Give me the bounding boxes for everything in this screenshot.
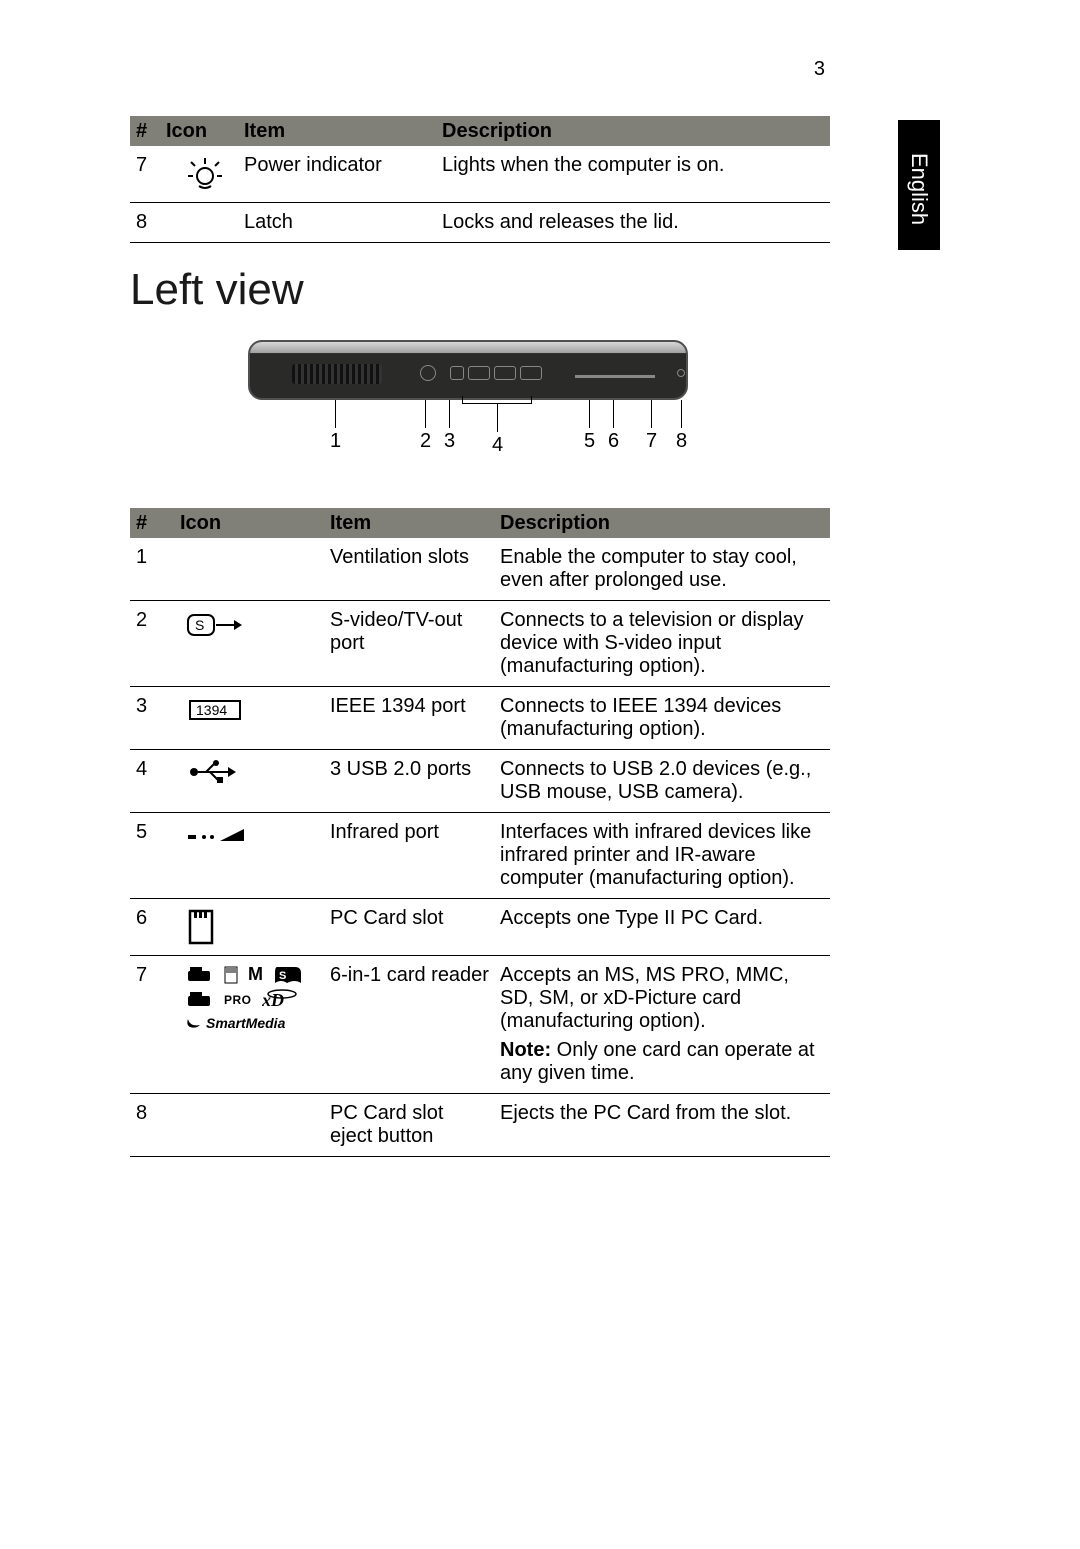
row-item: 6-in-1 card reader	[330, 964, 500, 987]
callout-7: 7	[646, 430, 657, 453]
row-num: 5	[130, 821, 180, 844]
callout-1: 1	[330, 430, 341, 453]
row-item: IEEE 1394 port	[330, 695, 500, 718]
table1-header-row: # Icon Item Description	[130, 116, 830, 146]
mmc-icon	[224, 966, 238, 984]
row-desc: Accepts an MS, MS PRO, MMC, SD, SM, or x…	[500, 964, 830, 1085]
row-item: 3 USB 2.0 ports	[330, 758, 500, 781]
row-item: Infrared port	[330, 821, 500, 844]
row-num: 2	[130, 609, 180, 632]
row-num: 8	[130, 1102, 180, 1125]
callout-4: 4	[492, 434, 503, 457]
device-body	[248, 340, 688, 400]
smartmedia-label: SmartMedia	[206, 1015, 285, 1031]
language-tab: English	[898, 120, 940, 250]
table-row: 6 PC Card slot Accepts one Type II PC Ca…	[130, 899, 830, 956]
header-icon: Icon	[166, 120, 244, 143]
usb-icon	[180, 758, 330, 786]
svideo-icon: S	[180, 609, 330, 641]
table-row: 8 Latch Locks and releases the lid.	[130, 203, 830, 243]
row-desc: Ejects the PC Card from the slot.	[500, 1102, 830, 1125]
header-hash: #	[130, 120, 166, 143]
smartmedia-icon: SmartMedia	[186, 1015, 285, 1031]
header-item: Item	[330, 512, 500, 535]
row-num: 3	[130, 695, 180, 718]
table-row: 3 1394 IEEE 1394 port Connects to IEEE 1…	[130, 687, 830, 750]
row-item: Latch	[244, 211, 442, 234]
row-desc: Connects to a television or display devi…	[500, 609, 830, 678]
callout-3: 3	[444, 430, 455, 453]
callout-labels: 1 2 3 4 5 6 7 8	[248, 400, 688, 460]
desc-note: Note: Only one card can operate at any g…	[500, 1039, 826, 1085]
header-icon: Icon	[180, 512, 330, 535]
table-row: 8 PC Card slot eject button Ejects the P…	[130, 1094, 830, 1157]
callout-8: 8	[676, 430, 687, 453]
svg-text:1394: 1394	[196, 702, 227, 718]
svg-text:S: S	[279, 970, 286, 982]
main-table: # Icon Item Description 1 Ventilation sl…	[130, 508, 830, 1157]
cardreader-icons: M S PRO xD SmartMedia	[180, 964, 330, 1031]
table-row: 2 S S-video/TV-out port Connects to a te…	[130, 601, 830, 687]
xd-icon: xD	[262, 989, 302, 1011]
sd-icon: S	[273, 965, 303, 985]
vent-icon	[292, 364, 382, 384]
callout-5: 5	[584, 430, 595, 453]
row-desc: Accepts one Type II PC Card.	[500, 907, 830, 930]
table-row: 7 M S PRO xD SmartMedia 6-in-1 card read…	[130, 956, 830, 1094]
memorystick-pro-icon	[186, 990, 214, 1010]
row-desc: Connects to IEEE 1394 devices (manufactu…	[500, 695, 830, 741]
table-row: 7 Power indicator Lights when the comput…	[130, 146, 830, 203]
row-num: 7	[130, 964, 180, 987]
power-icon	[166, 154, 244, 194]
memorystick-icon	[186, 965, 214, 985]
row-desc: Locks and releases the lid.	[442, 211, 830, 234]
row-desc: Interfaces with infrared devices like in…	[500, 821, 830, 890]
header-desc: Description	[442, 120, 830, 143]
memorystick-text-icon: M	[248, 964, 263, 985]
row-num: 1	[130, 546, 180, 569]
row-item: PC Card slot	[330, 907, 500, 930]
note-label: Note:	[500, 1039, 551, 1061]
row-item: Ventilation slots	[330, 546, 500, 569]
page-number: 3	[814, 58, 825, 81]
table2-header-row: # Icon Item Description	[130, 508, 830, 538]
pccard-icon	[180, 907, 330, 947]
row-num: 7	[130, 154, 166, 177]
table-row: 1 Ventilation slots Enable the computer …	[130, 538, 830, 601]
callout-6: 6	[608, 430, 619, 453]
row-desc: Enable the computer to stay cool, even a…	[500, 546, 830, 592]
svg-text:xD: xD	[262, 990, 284, 1010]
row-desc: Connects to USB 2.0 devices (e.g., USB m…	[500, 758, 830, 804]
row-num: 6	[130, 907, 180, 930]
infrared-icon	[180, 821, 330, 845]
row-num: 8	[130, 211, 166, 234]
header-desc: Description	[500, 512, 830, 535]
table-row: 5 Infrared port Interfaces with infrared…	[130, 813, 830, 899]
row-item: PC Card slot eject button	[330, 1102, 500, 1148]
left-view-diagram: 1 2 3 4 5 6 7 8	[248, 340, 688, 460]
row-item: Power indicator	[244, 154, 442, 177]
row-desc: Lights when the computer is on.	[442, 154, 830, 177]
header-hash: #	[130, 512, 180, 535]
top-table: # Icon Item Description 7 Power indicato…	[130, 116, 830, 243]
ieee1394-icon: 1394	[180, 695, 330, 723]
row-item: S-video/TV-out port	[330, 609, 500, 655]
row-num: 4	[130, 758, 180, 781]
section-heading: Left view	[130, 265, 304, 315]
header-item: Item	[244, 120, 442, 143]
pro-label: PRO	[224, 993, 252, 1007]
desc-text: Accepts an MS, MS PRO, MMC, SD, SM, or x…	[500, 964, 826, 1033]
table-row: 4 3 USB 2.0 ports Connects to USB 2.0 de…	[130, 750, 830, 813]
callout-2: 2	[420, 430, 431, 453]
svg-text:S: S	[195, 617, 204, 633]
